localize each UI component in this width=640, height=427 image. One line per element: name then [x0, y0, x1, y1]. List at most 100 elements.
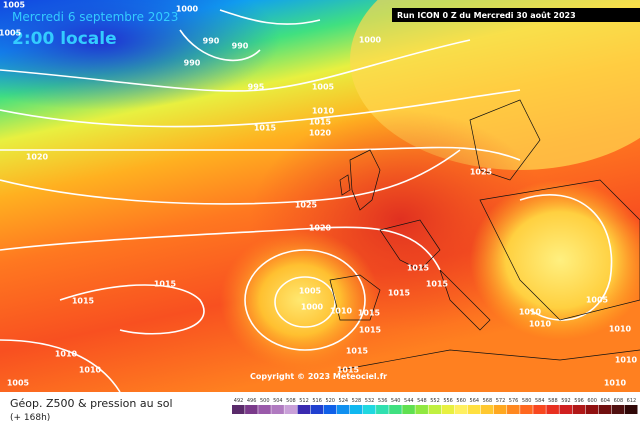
colorbar-swatch: [559, 405, 573, 414]
colorbar-label: 576: [509, 398, 519, 404]
colorbar-swatch: [572, 405, 586, 414]
isobar-label: 1000: [301, 303, 324, 312]
colorbar-label: 540: [391, 398, 401, 404]
colorbar-label: 512: [299, 398, 309, 404]
colorbar-swatch: [271, 405, 284, 414]
isobar-label: 1010: [330, 307, 353, 316]
colorbar-swatch: [520, 405, 533, 414]
colorbar-swatch: [454, 405, 468, 414]
isobar-label: 1010: [615, 356, 638, 365]
colorbar-label: 524: [339, 398, 349, 404]
footer-title: Géop. Z500 & pression au sol: [10, 397, 173, 410]
colorbar-label: 612: [627, 398, 637, 404]
run-label: Run ICON 0 Z du Mercredi 30 août 2023: [397, 11, 576, 20]
colorbar-swatch: [349, 405, 363, 414]
colorbar-label: 496: [247, 398, 257, 404]
isobar-label: 1005: [299, 287, 322, 296]
colorbar-swatch: [480, 405, 494, 414]
colorbar-label: 560: [456, 398, 466, 404]
isobar-label: 1015: [359, 326, 382, 335]
colorbar-label: 600: [587, 398, 597, 404]
colorbar-label: 500: [260, 398, 270, 404]
isobar-label: 1010: [55, 350, 78, 359]
date-label: Mercredi 6 septembre 2023: [12, 10, 178, 24]
isobar-label: 1025: [295, 201, 318, 210]
footer-lead: (+ 168h): [10, 413, 50, 423]
colorbar-label: 556: [443, 398, 453, 404]
colorbar-label: 596: [574, 398, 584, 404]
colorbar-label: 584: [535, 398, 545, 404]
colorbar-swatch: [415, 405, 428, 414]
copyright: Copyright © 2023 Meteociel.fr: [250, 372, 387, 381]
colorbar-swatch: [376, 405, 389, 414]
colorbar-label: 552: [430, 398, 440, 404]
colorbar-label: 592: [561, 398, 571, 404]
colorbar-swatch: [428, 405, 442, 414]
isobar-label: 1015: [337, 366, 360, 375]
colorbar-label: 608: [614, 398, 624, 404]
colorbar-label: 564: [470, 398, 480, 404]
colorbar-swatch: [507, 405, 520, 414]
colorbar-label: 508: [286, 398, 296, 404]
colorbar-label: 516: [312, 398, 322, 404]
isobar-label: 1005: [3, 1, 26, 10]
isobar-label: 1025: [470, 168, 493, 177]
isobar-label: 1005: [0, 29, 22, 38]
isobar-label: 1005: [312, 83, 335, 92]
isobar-label: 995: [248, 83, 265, 92]
colorbar-swatch: [585, 405, 599, 414]
colorbar-swatch: [493, 405, 507, 414]
time-label: 2:00 locale: [12, 29, 117, 49]
isobars: [0, 9, 613, 393]
colorbar-label: 532: [365, 398, 375, 404]
isobar-label: 1005: [586, 296, 609, 305]
colorbar-swatch: [611, 405, 625, 414]
isobar-label: 1005: [7, 379, 30, 388]
colorbar-swatch: [245, 405, 258, 414]
isobar-label: 990: [232, 42, 249, 51]
isobar-label: 1015: [358, 309, 381, 318]
colorbar-label: 492: [234, 398, 244, 404]
isobar-labels: 1005 1000 1005 990 990 990 1000 995 1005 1010 1015…: [0, 1, 638, 388]
colorbar-swatch: [323, 405, 337, 414]
colorbar-swatch: [336, 405, 350, 414]
isobar-label: 1015: [346, 347, 369, 356]
isobar-label: 1010: [79, 366, 102, 375]
colorbar-swatch: [258, 405, 271, 414]
isobar-label: 1020: [309, 224, 332, 233]
colorbar-label: 504: [273, 398, 283, 404]
low-core: [0, 0, 280, 110]
colorbar-label: 604: [600, 398, 610, 404]
isobar-label: 1015: [426, 280, 449, 289]
colorbar-swatch: [467, 405, 481, 414]
isobar-label: 1015: [154, 280, 177, 289]
colorbar-swatch: [389, 405, 402, 414]
isobar-label: 1010: [519, 308, 542, 317]
coastlines: [329, 99, 640, 371]
isobar-label: 1015: [388, 289, 411, 298]
colorbar-swatch: [546, 405, 559, 414]
colorbar-swatch: [533, 405, 546, 414]
isobar-label: 1020: [309, 129, 332, 138]
colorbar-label: 568: [483, 398, 493, 404]
colorbar-label: 548: [417, 398, 427, 404]
colorbar-swatch: [232, 405, 245, 414]
colorbar-swatch: [310, 405, 324, 414]
colorbar-label: 536: [378, 398, 388, 404]
isobar-label: 1020: [26, 153, 49, 162]
isobar-label: 1000: [359, 36, 382, 45]
isobar-label: 1010: [604, 379, 627, 388]
isobar-label: 1010: [312, 107, 335, 116]
isobar-label: 1015: [407, 264, 430, 273]
colorbar-swatch: [598, 405, 612, 414]
cut-off-low: [220, 230, 380, 370]
isobar-label: 1015: [309, 118, 332, 127]
colorbar-swatch: [284, 405, 297, 414]
colorbar-swatch: [441, 405, 455, 414]
isobar-label: 990: [184, 59, 201, 68]
colorbar-swatch: [402, 405, 415, 414]
colorbar-label: 544: [404, 398, 414, 404]
colorbar-label: 572: [496, 398, 506, 404]
isobar-label: 990: [203, 37, 220, 46]
